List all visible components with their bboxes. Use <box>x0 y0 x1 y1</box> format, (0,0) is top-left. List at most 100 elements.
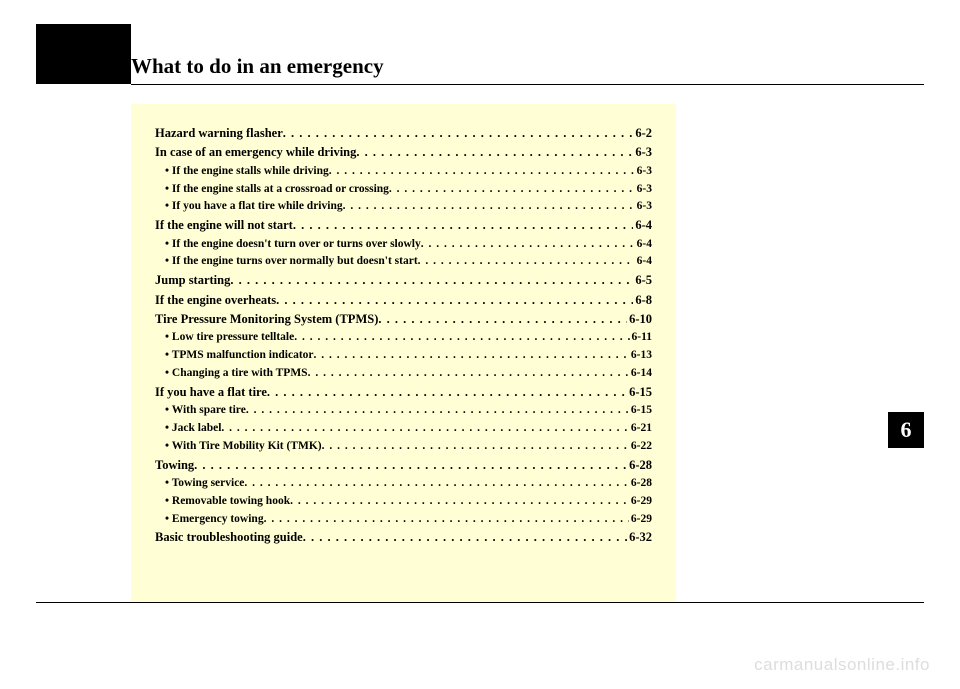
toc-row: • Changing a tire with TPMS 6-14 <box>155 365 652 383</box>
toc-row: • Towing service 6-28 <box>155 475 652 493</box>
toc-page: 6-4 <box>635 236 652 254</box>
toc-dots <box>378 310 627 329</box>
toc-row: • If the engine stalls while driving 6-3 <box>155 163 652 181</box>
toc-dots <box>389 181 635 199</box>
toc-row: If the engine overheats 6-8 <box>155 291 652 310</box>
toc-row: In case of an emergency while driving 6-3 <box>155 143 652 162</box>
toc-label: If you have a flat tire <box>155 383 267 402</box>
toc-label: • With Tire Mobility Kit (TMK) <box>165 438 322 456</box>
toc-dots <box>308 365 629 383</box>
toc-page: 6-14 <box>629 365 652 383</box>
toc-row: • Low tire pressure telltale 6-11 <box>155 329 652 347</box>
toc-page: 6-28 <box>627 456 652 475</box>
toc-label: Hazard warning flasher <box>155 124 283 143</box>
toc-label: • Emergency towing <box>165 511 264 529</box>
toc-dots <box>264 511 629 529</box>
toc-row: • Emergency towing 6-29 <box>155 511 652 529</box>
toc-page: 6-5 <box>633 271 652 290</box>
black-corner-box <box>36 24 131 84</box>
toc-page: 6-4 <box>635 253 652 271</box>
toc-label: • Removable towing hook <box>165 493 290 511</box>
page-title: What to do in an emergency <box>131 54 384 79</box>
toc-label: • Changing a tire with TPMS <box>165 365 308 383</box>
toc-row: Tire Pressure Monitoring System (TPMS) 6-… <box>155 310 652 329</box>
toc-dots <box>283 124 634 143</box>
toc-label: • If the engine stalls at a crossroad or… <box>165 181 389 199</box>
toc-dots <box>294 329 629 347</box>
toc-label: • Towing service <box>165 475 244 493</box>
toc-row: If you have a flat tire 6-15 <box>155 383 652 402</box>
toc-label: • TPMS malfunction indicator <box>165 347 314 365</box>
toc-label: Jump starting <box>155 271 230 290</box>
toc-dots <box>343 198 635 216</box>
toc-label: • If the engine turns over normally but … <box>165 253 418 271</box>
toc-dots <box>421 236 635 254</box>
toc-dots <box>221 420 628 438</box>
toc-label: If the engine overheats <box>155 291 276 310</box>
toc-row: Towing 6-28 <box>155 456 652 475</box>
toc-label: Towing <box>155 456 194 475</box>
toc-page: 6-13 <box>629 347 652 365</box>
toc-label: In case of an emergency while driving <box>155 143 356 162</box>
toc-dots <box>267 383 627 402</box>
toc-dots <box>244 475 628 493</box>
toc-page: 6-21 <box>629 420 652 438</box>
toc-row: • Jack label 6-21 <box>155 420 652 438</box>
toc-page: 6-3 <box>635 198 652 216</box>
toc-dots <box>356 143 633 162</box>
toc-dots <box>246 402 629 420</box>
toc-dots <box>290 493 629 511</box>
toc-page: 6-10 <box>627 310 652 329</box>
toc-dots <box>322 438 629 456</box>
toc-page: 6-2 <box>633 124 652 143</box>
toc-page: 6-3 <box>633 143 652 162</box>
toc-page: 6-29 <box>629 511 652 529</box>
toc-row: Jump starting 6-5 <box>155 271 652 290</box>
toc-row: Basic troubleshooting guide 6-32 <box>155 528 652 547</box>
toc-page: 6-3 <box>635 163 652 181</box>
toc-label: • If the engine stalls while driving <box>165 163 329 181</box>
toc-page: 6-15 <box>629 402 652 420</box>
toc-row: • If you have a flat tire while driving 6… <box>155 198 652 216</box>
toc-page: 6-22 <box>629 438 652 456</box>
title-underline <box>131 84 924 85</box>
toc-page: 6-3 <box>635 181 652 199</box>
toc-dots <box>194 456 627 475</box>
bottom-rule <box>36 602 924 603</box>
toc-row: • TPMS malfunction indicator 6-13 <box>155 347 652 365</box>
toc-label: • Jack label <box>165 420 221 438</box>
toc-label: • Low tire pressure telltale <box>165 329 294 347</box>
toc-dots <box>303 528 627 547</box>
toc-row: Hazard warning flasher 6-2 <box>155 124 652 143</box>
toc-label: • If you have a flat tire while driving <box>165 198 343 216</box>
toc-label: Tire Pressure Monitoring System (TPMS) <box>155 310 378 329</box>
toc-dots <box>314 347 629 365</box>
toc-page: 6-28 <box>629 475 652 493</box>
toc-row: • If the engine stalls at a crossroad or… <box>155 181 652 199</box>
toc-row: • With Tire Mobility Kit (TMK) 6-22 <box>155 438 652 456</box>
toc-label: Basic troubleshooting guide <box>155 528 303 547</box>
toc-row: • With spare tire 6-15 <box>155 402 652 420</box>
toc-dots <box>329 163 635 181</box>
toc-dots <box>230 271 633 290</box>
toc-label: • With spare tire <box>165 402 246 420</box>
toc-page: 6-29 <box>629 493 652 511</box>
toc-label: If the engine will not start <box>155 216 293 235</box>
toc-content-box: Hazard warning flasher6-2In case of an e… <box>131 104 676 602</box>
toc-row: If the engine will not start 6-4 <box>155 216 652 235</box>
toc-dots <box>418 253 635 271</box>
toc-row: • Removable towing hook 6-29 <box>155 493 652 511</box>
toc-page: 6-32 <box>627 528 652 547</box>
toc-page: 6-11 <box>630 329 652 347</box>
toc-page: 6-4 <box>633 216 652 235</box>
toc-label: • If the engine doesn't turn over or tur… <box>165 236 421 254</box>
toc-dots <box>276 291 633 310</box>
page-container: What to do in an emergency Hazard warnin… <box>36 24 924 629</box>
chapter-number: 6 <box>901 417 912 443</box>
watermark-text: carmanualsonline.info <box>754 655 930 675</box>
toc-page: 6-15 <box>627 383 652 402</box>
chapter-tab: 6 <box>888 412 924 448</box>
toc-page: 6-8 <box>633 291 652 310</box>
toc-row: • If the engine doesn't turn over or tur… <box>155 236 652 254</box>
toc-dots <box>293 216 633 235</box>
